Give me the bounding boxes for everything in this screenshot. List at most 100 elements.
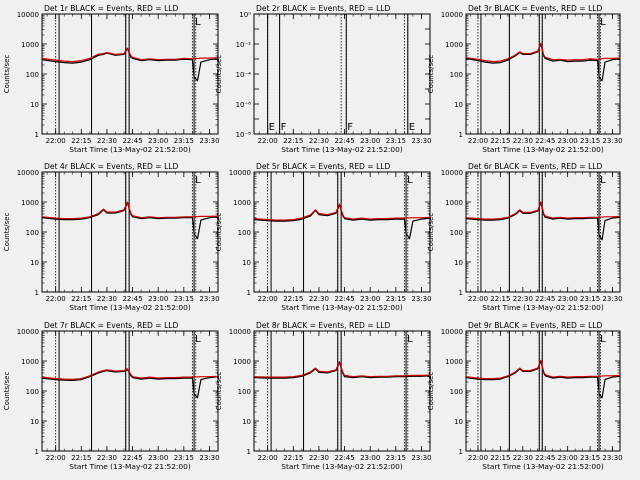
x-tick-label: 22:30 (513, 454, 533, 462)
x-tick-label: 22:15 (490, 137, 510, 145)
x-tick-label: 22:30 (309, 137, 329, 145)
detector-panel-8: Det 8r BLACK = Events, RED = LLD 1 10 100 10… (215, 321, 432, 471)
x-tick-label: 23:00 (360, 137, 380, 145)
y-tick-label: 10⁻⁴ (236, 71, 252, 79)
x-axis-label: Start Time (13-May-02 21:52:00) (69, 303, 191, 312)
events-series-line (465, 360, 621, 399)
events-series-line (465, 202, 621, 241)
x-axis-label: Start Time (13-May-02 21:52:00) (281, 303, 403, 312)
plot-frame (465, 330, 621, 452)
y-tick-label: 1000 (233, 199, 251, 207)
y-tick-label: 100 (238, 388, 251, 396)
marker-label: L (407, 334, 413, 345)
marker-label: L (600, 175, 606, 186)
x-tick-label: 22:15 (283, 295, 303, 303)
y-axis-label: Counts/sec (427, 55, 435, 94)
plot-frame (465, 171, 621, 293)
y-tick-label: 1000 (21, 358, 39, 366)
panel-title: Det 1r BLACK = Events, RED = LLD (44, 4, 179, 13)
y-axis-label: Counts/sec (427, 213, 435, 252)
y-tick-label: 1000 (21, 41, 39, 49)
x-tick-label: 22:45 (334, 137, 354, 145)
y-tick-label: 1000 (445, 358, 463, 366)
x-tick-label: 22:00 (46, 454, 66, 462)
x-tick-label: 22:45 (122, 137, 142, 145)
y-tick-label: 1 (35, 289, 39, 297)
detector-panel-6: Det 6r BLACK = Events, RED = LLD 1 10 100 10… (427, 162, 623, 312)
x-tick-label: 22:30 (513, 137, 533, 145)
y-tick-label: 100 (26, 71, 39, 79)
lld-series-line (41, 47, 219, 63)
y-tick-label: 10 (242, 259, 251, 267)
x-tick-label: 22:15 (283, 137, 303, 145)
y-tick-label: 10000 (441, 328, 463, 336)
x-tick-label: 23:00 (558, 137, 578, 145)
y-axis-label: Counts/sec (3, 372, 11, 411)
x-tick-label: 23:30 (602, 454, 622, 462)
marker-label: L (195, 334, 201, 345)
lld-series-line (253, 361, 431, 378)
lld-series-line (41, 368, 219, 380)
x-tick-label: 23:15 (386, 137, 406, 145)
events-series-line (41, 368, 219, 399)
y-tick-label: 100 (26, 388, 39, 396)
x-tick-label: 23:00 (148, 137, 168, 145)
y-tick-label: 10000 (441, 169, 463, 177)
y-tick-label: 1 (247, 448, 251, 456)
x-tick-label: 22:15 (490, 295, 510, 303)
y-tick-label: 10⁻⁶ (236, 101, 252, 109)
panel-title: Det 5r BLACK = Events, RED = LLD (256, 162, 391, 171)
y-tick-label: 10000 (229, 169, 251, 177)
panel-title: Det 3r BLACK = Events, RED = LLD (468, 4, 603, 13)
plot-frame (253, 13, 431, 135)
marker-label: L (600, 17, 606, 28)
x-tick-label: 23:30 (199, 137, 219, 145)
x-tick-label: 22:30 (97, 454, 117, 462)
lld-series-line (465, 201, 621, 220)
y-tick-label: 10000 (17, 169, 39, 177)
x-tick-label: 22:00 (258, 454, 278, 462)
events-series-line (253, 204, 431, 240)
marker-label: L (600, 334, 606, 345)
panel-title: Det 2r BLACK = Events, RED = LLD (256, 4, 391, 13)
x-tick-label: 23:00 (558, 295, 578, 303)
plot-frame (41, 13, 219, 135)
x-tick-label: 22:30 (97, 137, 117, 145)
x-tick-label: 23:15 (174, 454, 194, 462)
y-tick-label: 1000 (445, 199, 463, 207)
detector-panel-3: Det 3r BLACK = Events, RED = LLD 1 10 100 10… (427, 4, 623, 154)
x-tick-label: 23:15 (580, 295, 600, 303)
x-tick-label: 22:45 (122, 295, 142, 303)
detector-panel-2: Det 2r BLACK = Events, RED = LLD 10⁻⁸ 10⁻⁶… (215, 4, 432, 154)
x-tick-label: 22:00 (46, 295, 66, 303)
y-tick-label: 10 (454, 259, 463, 267)
y-tick-label: 10000 (17, 328, 39, 336)
y-axis-label: Counts/sec (3, 55, 11, 94)
y-tick-label: 1000 (233, 358, 251, 366)
plot-frame (41, 171, 219, 293)
x-tick-label: 22:15 (71, 454, 91, 462)
plot-frame (41, 330, 219, 452)
x-tick-label: 22:15 (283, 454, 303, 462)
x-tick-label: 23:00 (558, 454, 578, 462)
x-tick-label: 23:00 (148, 295, 168, 303)
y-tick-label: 10 (30, 418, 39, 426)
y-tick-label: 1 (459, 448, 463, 456)
panel-title: Det 4r BLACK = Events, RED = LLD (44, 162, 179, 171)
x-tick-label: 22:30 (513, 295, 533, 303)
x-tick-label: 22:45 (334, 295, 354, 303)
x-tick-label: 22:00 (258, 295, 278, 303)
y-axis-label: Counts/sec (427, 372, 435, 411)
detector-panel-4: Det 4r BLACK = Events, RED = LLD 1 10 100 10… (3, 162, 220, 312)
y-tick-label: 1 (459, 131, 463, 139)
marker-label: L (407, 175, 413, 186)
y-axis-label: Counts/sec (215, 55, 223, 94)
x-tick-label: 23:30 (411, 295, 431, 303)
y-tick-label: 100 (450, 229, 463, 237)
x-tick-label: 23:00 (360, 454, 380, 462)
detector-panel-5: Det 5r BLACK = Events, RED = LLD 1 10 100 10… (215, 162, 432, 312)
x-axis-label: Start Time (13-May-02 21:52:00) (482, 462, 604, 471)
y-tick-label: 100 (26, 229, 39, 237)
x-tick-label: 22:30 (309, 295, 329, 303)
